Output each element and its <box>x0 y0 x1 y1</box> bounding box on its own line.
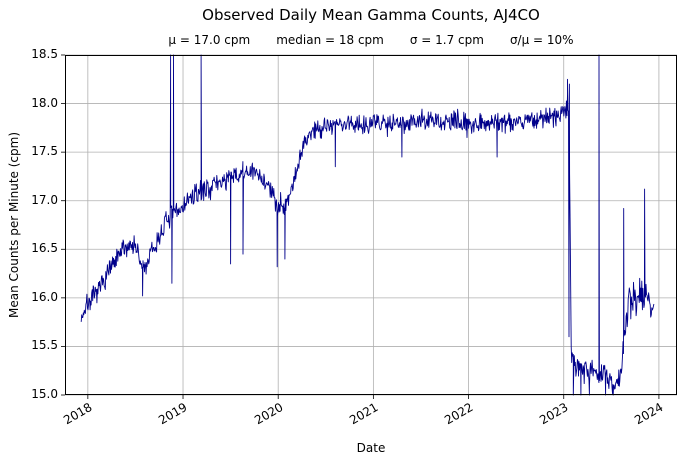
x-tick-label: 2019 <box>156 400 191 428</box>
chart-title: Observed Daily Mean Gamma Counts, AJ4CO <box>202 6 540 24</box>
x-tick-label: 2023 <box>537 400 571 428</box>
y-tick-label: 18.0 <box>31 95 58 110</box>
x-axis-label: Date <box>356 441 386 455</box>
stat-mean: μ = 17.0 cpm <box>168 33 251 47</box>
stat-median: median = 18 cpm <box>276 33 384 47</box>
y-tick-label: 16.0 <box>31 289 58 304</box>
y-tick-label: 17.5 <box>31 144 58 159</box>
y-axis-label: Mean Counts per Minute (cpm) <box>7 131 21 319</box>
y-tick-label: 17.0 <box>31 192 58 207</box>
y-tick-label: 16.5 <box>31 241 58 256</box>
x-tick-label: 2021 <box>346 400 381 428</box>
stat-cv: σ/μ = 10% <box>509 33 574 47</box>
plot-area <box>61 54 677 399</box>
y-tick-label: 15.0 <box>31 387 58 401</box>
y-tick-label: 15.5 <box>31 338 58 353</box>
x-tick-label: 2018 <box>61 400 95 428</box>
stat-sigma: σ = 1.7 cpm <box>409 33 484 47</box>
plot-svg <box>61 54 677 399</box>
x-tick-label: 2024 <box>632 400 666 428</box>
y-tick-label: 18.5 <box>31 47 58 61</box>
x-tick-label: 2020 <box>251 400 286 428</box>
chart-stats-line: μ = 17.0 cpm median = 18 cpm σ = 1.7 cpm… <box>65 33 677 48</box>
x-tick-label: 2022 <box>442 400 476 428</box>
